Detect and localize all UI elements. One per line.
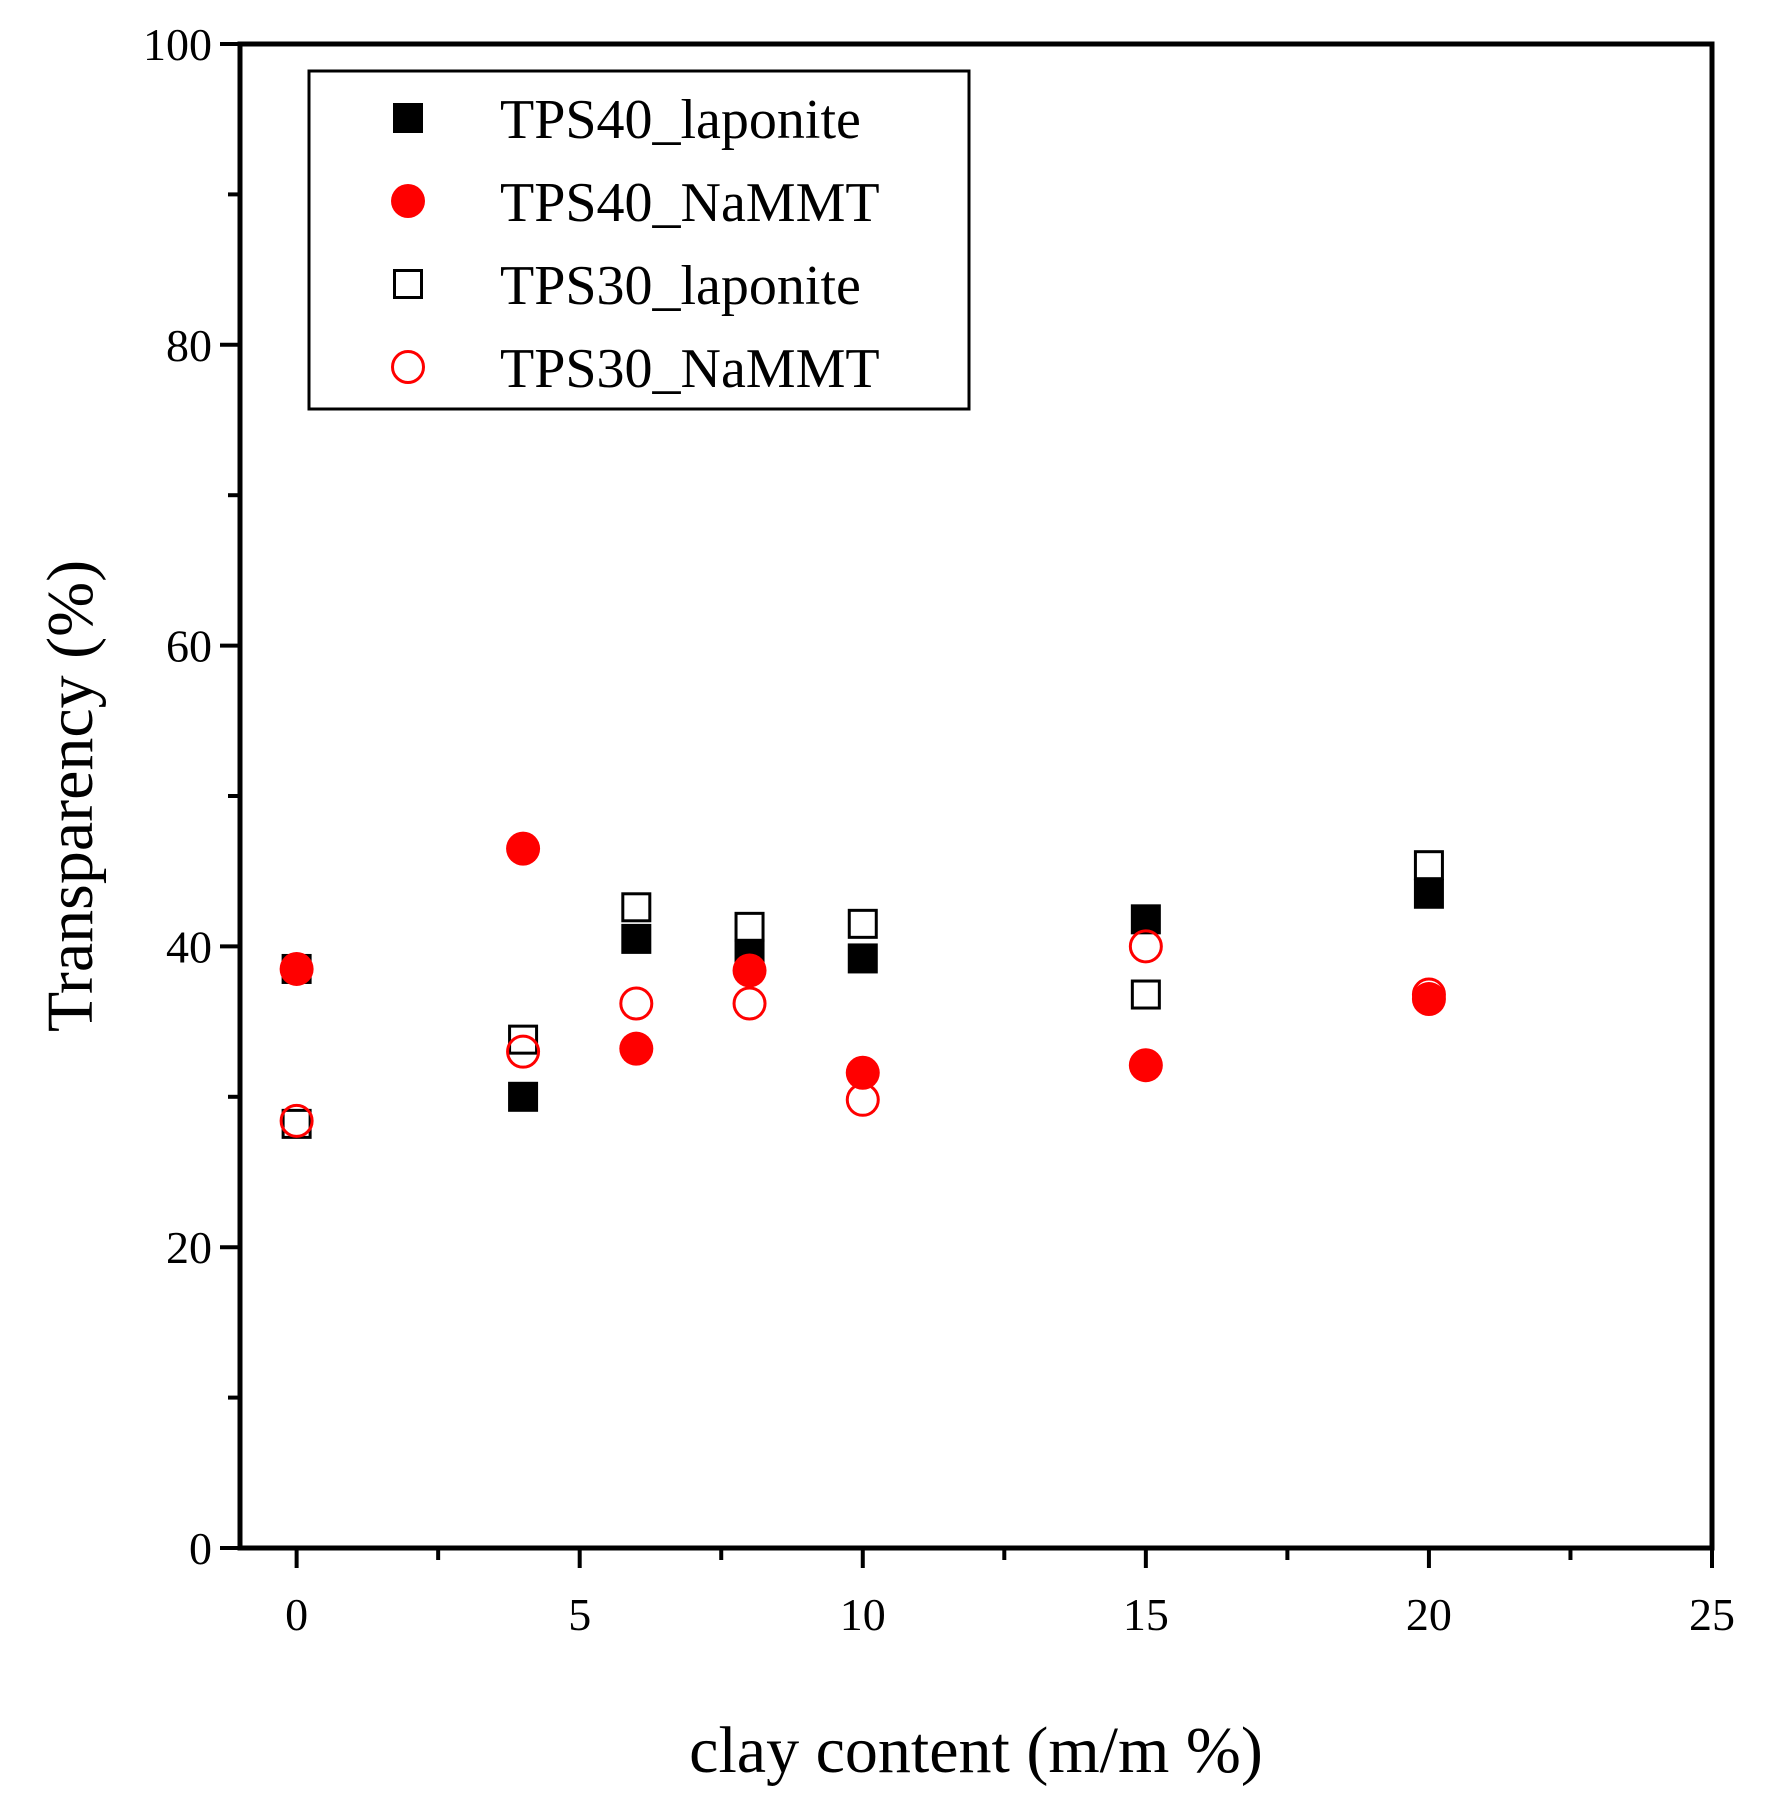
data-point-tps30-nammt <box>619 986 654 1021</box>
legend-markers <box>391 103 425 384</box>
y-tick-label: 0 <box>189 1523 212 1574</box>
data-point-tps40-laponite <box>1130 904 1161 935</box>
data-point-tps30-laponite <box>508 1024 539 1055</box>
data-point-tps40-laponite <box>621 923 652 954</box>
data-point-tps30-nammt <box>506 1034 541 1069</box>
data-point-tps30-laponite <box>734 911 765 942</box>
x-tick-labels: 0 5 10 15 20 25 <box>285 1589 1735 1640</box>
data-point-tps30-nammt <box>1411 977 1446 1012</box>
x-tick-label: 20 <box>1406 1589 1452 1640</box>
legend-marker-tps40-laponite <box>393 103 423 133</box>
y-tick-label: 40 <box>166 921 212 972</box>
y-tick-label: 100 <box>143 19 212 70</box>
data-point-tps40-nammt <box>845 1055 880 1090</box>
y-tick-label: 60 <box>166 621 212 672</box>
legend-label-tps30-nammt: TPS30_NaMMT <box>500 338 880 400</box>
data-point-tps40-nammt <box>732 953 767 988</box>
data-point-tps30-laponite <box>1130 979 1161 1010</box>
legend-marker-tps30-laponite <box>393 269 423 299</box>
data-point-tps30-nammt <box>279 1103 314 1138</box>
data-point-tps30-laponite <box>1413 850 1444 881</box>
y-tick-label: 80 <box>166 320 212 371</box>
data-point-tps30-nammt <box>845 1082 880 1117</box>
data-point-tps40-nammt <box>279 951 314 986</box>
legend-label-tps40-laponite: TPS40_laponite <box>500 89 861 151</box>
x-tick-label: 5 <box>568 1589 591 1640</box>
y-axis-title: Transparency (%) <box>34 560 107 1032</box>
data-point-tps30-nammt <box>1128 929 1163 964</box>
legend-marker-tps40-nammt <box>391 184 425 218</box>
legend: TPS40_laponite TPS40_NaMMT TPS30_laponit… <box>307 69 971 411</box>
y-tick-label: 20 <box>166 1222 212 1273</box>
data-point-tps30-laponite <box>847 908 878 939</box>
legend-marker-tps30-nammt <box>391 350 425 384</box>
y-tick-labels: 0 20 40 60 80 100 <box>143 19 212 1574</box>
x-tick-label: 25 <box>1689 1589 1735 1640</box>
x-tick-label: 0 <box>285 1589 308 1640</box>
legend-label-tps40-nammt: TPS40_NaMMT <box>500 172 880 234</box>
data-point-tps40-nammt <box>506 831 541 866</box>
x-tick-label: 10 <box>840 1589 886 1640</box>
data-point-tps40-laponite <box>847 943 878 974</box>
data-point-tps40-laponite <box>508 1081 539 1112</box>
data-point-tps30-nammt <box>732 986 767 1021</box>
data-point-tps30-laponite <box>621 892 652 923</box>
x-axis-title: clay content (m/m %) <box>689 1714 1263 1787</box>
plot-frame <box>237 41 1715 1551</box>
x-tick-label: 15 <box>1123 1589 1169 1640</box>
points-layer <box>279 831 1446 1139</box>
data-point-tps40-nammt <box>1128 1048 1163 1083</box>
legend-label-tps30-laponite: TPS30_laponite <box>500 255 861 317</box>
data-point-tps40-nammt <box>619 1031 654 1066</box>
data-point-tps40-laponite <box>1413 878 1444 909</box>
